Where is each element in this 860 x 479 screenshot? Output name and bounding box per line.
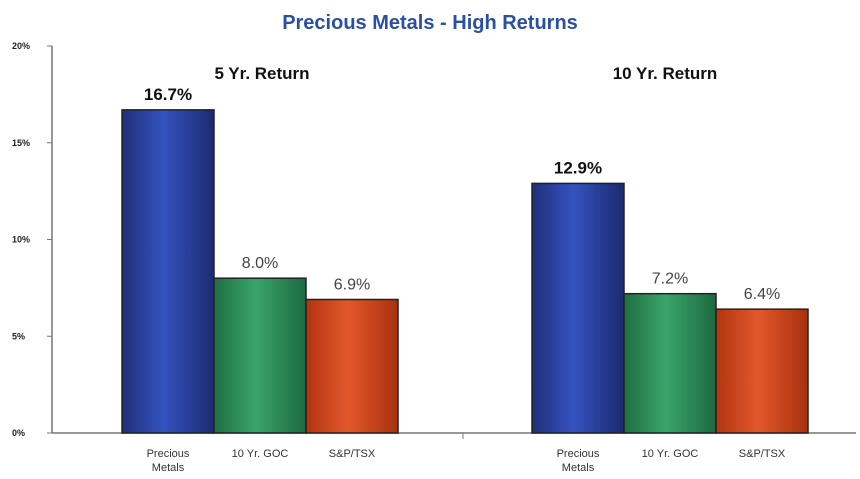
y-tick-label: 10% bbox=[12, 235, 30, 245]
y-tick-label: 0% bbox=[12, 428, 25, 438]
bar-group: 10 Yr. Return 12.9% Precious Metals 7.2% 10 Y… bbox=[531, 64, 809, 474]
x-tick-label: Precious Metals bbox=[557, 448, 600, 474]
data-label: 16.7% bbox=[144, 85, 192, 104]
x-tick-label: S&P/TSX bbox=[329, 448, 376, 460]
data-label: 7.2% bbox=[652, 271, 688, 288]
bar-groups: 5 Yr. Return 16.7% Precious Metals 8.0% 10 Yr… bbox=[121, 64, 809, 474]
bar bbox=[715, 308, 809, 434]
y-tick-label: 15% bbox=[12, 138, 30, 148]
x-tick-label: S&P/TSX bbox=[739, 448, 786, 460]
group-title: 5 Yr. Return bbox=[214, 64, 309, 83]
data-label: 6.4% bbox=[744, 286, 780, 303]
chart-title: Precious Metals - High Returns bbox=[282, 12, 578, 34]
data-label: 8.0% bbox=[242, 255, 278, 272]
bar-group: 5 Yr. Return 16.7% Precious Metals 8.0% 10 Yr… bbox=[121, 64, 399, 474]
x-tick-label: Precious Metals bbox=[147, 448, 190, 474]
y-tick-label: 20% bbox=[12, 41, 30, 51]
bar bbox=[531, 182, 625, 434]
bar bbox=[305, 298, 399, 434]
x-tick-label: 10 Yr. GOC bbox=[642, 448, 699, 460]
x-tick-label: 10 Yr. GOC bbox=[232, 448, 289, 460]
group-title: 10 Yr. Return bbox=[613, 64, 718, 83]
bar bbox=[213, 277, 307, 434]
bar bbox=[121, 109, 215, 434]
bar bbox=[623, 292, 717, 434]
data-label: 6.9% bbox=[334, 276, 370, 293]
data-label: 12.9% bbox=[554, 158, 602, 177]
y-tick-label: 5% bbox=[12, 331, 25, 341]
